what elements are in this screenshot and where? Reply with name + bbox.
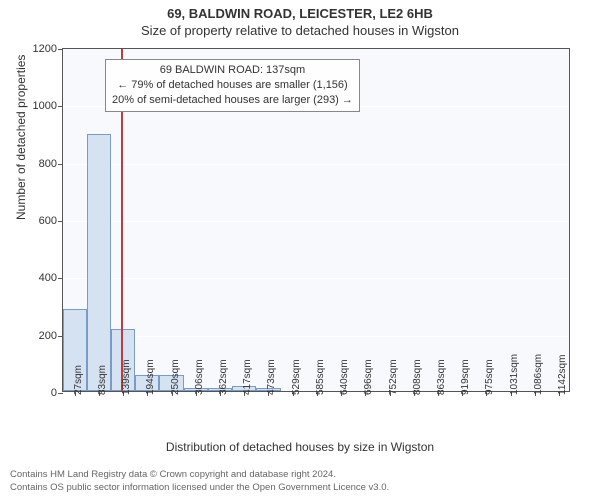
x-tick-label: 585sqm <box>315 359 326 395</box>
footer-line-2: Contains OS public sector information li… <box>10 482 389 494</box>
y-tick-mark <box>58 106 63 107</box>
y-tick-mark <box>58 49 63 50</box>
annotation-line-3: 20% of semi-detached houses are larger (… <box>112 93 353 108</box>
annotation-line-1: 69 BALDWIN ROAD: 137sqm <box>112 63 353 78</box>
x-tick-label: 83sqm <box>97 365 108 395</box>
chart-wrap: 02004006008001000120027sqm83sqm139sqm194… <box>62 48 570 392</box>
chart-container: 69, BALDWIN ROAD, LEICESTER, LE2 6HB Siz… <box>0 0 600 500</box>
gridline <box>63 221 569 222</box>
y-tick-mark <box>58 221 63 222</box>
footer-attribution: Contains HM Land Registry data © Crown c… <box>10 469 389 494</box>
x-tick-label: 863sqm <box>436 359 447 395</box>
x-tick-label: 250sqm <box>170 359 181 395</box>
annotation-line-2: ← 79% of detached houses are smaller (1,… <box>112 78 353 93</box>
annotation-box: 69 BALDWIN ROAD: 137sqm ← 79% of detache… <box>105 59 360 112</box>
y-axis-label: Number of detached properties <box>14 55 28 220</box>
x-tick-label: 139sqm <box>121 359 132 395</box>
gridline <box>63 164 569 165</box>
x-tick-label: 194sqm <box>145 359 156 395</box>
x-tick-label: 306sqm <box>194 359 205 395</box>
x-tick-label: 808sqm <box>412 359 423 395</box>
x-tick-label: 362sqm <box>218 359 229 395</box>
page-subtitle: Size of property relative to detached ho… <box>0 21 600 38</box>
histogram-bar <box>87 134 111 391</box>
x-tick-label: 975sqm <box>484 359 495 395</box>
page-title: 69, BALDWIN ROAD, LEICESTER, LE2 6HB <box>0 0 600 21</box>
footer-line-1: Contains HM Land Registry data © Crown c… <box>10 469 389 481</box>
x-tick-label: 417sqm <box>242 359 253 395</box>
x-tick-label: 1031sqm <box>509 354 520 395</box>
y-tick-mark <box>58 278 63 279</box>
gridline <box>63 336 569 337</box>
y-tick-mark <box>58 393 63 394</box>
x-tick-label: 473sqm <box>266 359 277 395</box>
y-tick-mark <box>58 164 63 165</box>
plot-area: 02004006008001000120027sqm83sqm139sqm194… <box>62 48 570 392</box>
x-tick-label: 696sqm <box>363 359 374 395</box>
gridline <box>63 278 569 279</box>
x-tick-label: 27sqm <box>73 365 84 395</box>
x-tick-label: 529sqm <box>291 359 302 395</box>
x-tick-label: 752sqm <box>388 359 399 395</box>
x-tick-label: 919sqm <box>460 359 471 395</box>
x-axis-label: Distribution of detached houses by size … <box>0 440 600 454</box>
x-tick-label: 1142sqm <box>557 355 568 395</box>
x-tick-label: 640sqm <box>339 359 350 395</box>
x-tick-label: 1086sqm <box>533 354 544 395</box>
